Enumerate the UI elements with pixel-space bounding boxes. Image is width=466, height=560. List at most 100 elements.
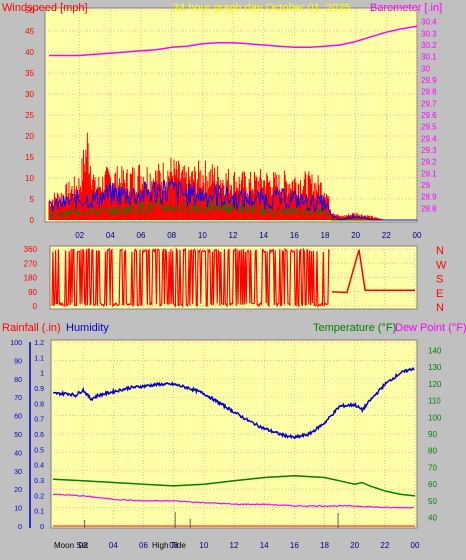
wind-y-tick-label: 35 bbox=[25, 69, 34, 78]
barometer-y-tick-label: 29 bbox=[421, 181, 430, 190]
humidity-grid bbox=[51, 340, 417, 528]
temperature-axis-title: Temperature (°F) bbox=[313, 322, 396, 334]
rain-y-tick-label: 0.9 bbox=[34, 386, 44, 393]
wind-x-tick-label: 18 bbox=[321, 231, 330, 240]
temp-y-tick-label: 120 bbox=[428, 380, 442, 389]
wind-x-tick-label: 08 bbox=[167, 231, 176, 240]
barometer-y-tick-label: 29.7 bbox=[421, 99, 437, 108]
temp-y-tick-label: 100 bbox=[428, 413, 442, 422]
compass-label: N bbox=[436, 245, 444, 257]
humidity-y-tick-label: 50 bbox=[14, 432, 22, 439]
wind-y-tick-label: 40 bbox=[25, 48, 34, 57]
humidity-x-tick-label: 18 bbox=[320, 541, 329, 550]
rain-y-tick-label: 0.8 bbox=[34, 401, 44, 408]
direction-marks bbox=[51, 246, 415, 309]
wind-x-tick-label: 22 bbox=[382, 231, 391, 240]
high-tide-annotation: High Tide bbox=[152, 541, 186, 550]
temp-y-tick-label: 70 bbox=[428, 463, 437, 472]
humidity-y-tick-label: 100 bbox=[10, 340, 22, 347]
rain-y-tick-label: 0.4 bbox=[34, 463, 44, 470]
humidity-x-tick-label: 14 bbox=[260, 541, 269, 550]
wind-y-tick-label: 45 bbox=[25, 27, 34, 36]
rain-y-tick-label: 0 bbox=[40, 524, 44, 531]
compass-label: S bbox=[436, 274, 443, 286]
wind-y-tick-label: 25 bbox=[25, 111, 34, 120]
humidity-y-tick-label: 80 bbox=[14, 377, 22, 384]
chart-title: 24 hour graph day October 01, 2025 bbox=[173, 2, 350, 14]
barometer-y-tick-label: 30 bbox=[421, 64, 430, 73]
wind-direction-trace bbox=[51, 246, 331, 309]
humidity-y-tick-label: 30 bbox=[14, 469, 22, 476]
barometer-y-tick-label: 29.3 bbox=[421, 146, 437, 155]
barometer-line bbox=[49, 25, 417, 57]
humidity-y-tick-label: 70 bbox=[14, 395, 22, 402]
wind-y-tick-label: 30 bbox=[25, 90, 34, 99]
wind-x-tick-label: 20 bbox=[351, 231, 360, 240]
humidity-x-tick-label: 00 bbox=[411, 541, 420, 550]
rain-y-tick-label: 0.3 bbox=[34, 478, 44, 485]
humidity-y-tick-label: 0 bbox=[18, 524, 22, 531]
axis-labels: 0510152025303540455028.828.92929.129.229… bbox=[10, 6, 447, 550]
rain-y-tick-label: 1.2 bbox=[34, 340, 44, 347]
humidity-x-tick-label: 08 bbox=[169, 541, 178, 550]
wind-x-tick-label: 04 bbox=[106, 231, 115, 240]
direction-y-tick-label: 90 bbox=[28, 288, 37, 297]
temp-y-tick-label: 140 bbox=[428, 346, 442, 355]
humidity-y-tick-label: 40 bbox=[14, 450, 22, 457]
humidity-x-tick-label: 02 bbox=[79, 541, 88, 550]
wind-y-tick-label: 20 bbox=[25, 132, 34, 141]
barometer-axis-title: Barometer [.in] bbox=[370, 2, 442, 14]
dewpoint-line bbox=[52, 493, 414, 509]
barometer-y-tick-label: 29.6 bbox=[421, 111, 437, 120]
barometer-y-tick-label: 29.9 bbox=[421, 76, 437, 85]
barometer-y-tick-label: 28.8 bbox=[421, 204, 437, 213]
wind-average-line bbox=[48, 200, 417, 221]
compass-label: W bbox=[436, 259, 447, 271]
temp-y-tick-label: 50 bbox=[428, 497, 437, 506]
wind-x-tick-label: 06 bbox=[137, 231, 146, 240]
barometer-y-tick-label: 30.4 bbox=[421, 18, 437, 27]
wind-x-tick-label: 16 bbox=[290, 231, 299, 240]
rain-y-tick-label: 0.6 bbox=[34, 432, 44, 439]
barometer-y-tick-label: 29.4 bbox=[421, 134, 437, 143]
barometer-y-tick-label: 30.2 bbox=[421, 41, 437, 50]
humidity-x-tick-label: 12 bbox=[230, 541, 239, 550]
barometer-y-tick-label: 29.2 bbox=[421, 158, 437, 167]
wind-x-tick-label: 12 bbox=[229, 231, 238, 240]
rain-y-tick-label: 1 bbox=[40, 371, 44, 378]
temperature-line bbox=[52, 475, 416, 497]
wind-axis-title: Windspeed [mph] bbox=[2, 2, 88, 14]
humidity-y-tick-label: 60 bbox=[14, 414, 22, 421]
temp-y-tick-label: 90 bbox=[428, 430, 437, 439]
rain-y-tick-label: 0.2 bbox=[34, 493, 44, 500]
humidity-x-tick-label: 06 bbox=[139, 541, 148, 550]
moon-set-annotation: Moon Set bbox=[54, 541, 89, 550]
wind-y-tick-label: 10 bbox=[25, 174, 34, 183]
direction-y-tick-label: 360 bbox=[24, 245, 38, 254]
barometer-y-tick-label: 30.1 bbox=[421, 53, 437, 62]
rain-y-tick-label: 0.7 bbox=[34, 417, 44, 424]
compass-label: E bbox=[436, 288, 443, 300]
wind-direction-tail bbox=[331, 249, 415, 294]
wind-x-tick-label: 02 bbox=[75, 231, 84, 240]
wind-x-tick-label: 00 bbox=[413, 231, 422, 240]
humidity-y-tick-label: 90 bbox=[14, 358, 22, 365]
rainfall-axis-title: Rainfall (.in) bbox=[2, 322, 61, 334]
humidity-y-tick-label: 10 bbox=[14, 506, 22, 513]
direction-y-tick-label: 180 bbox=[24, 274, 38, 283]
humidity-x-tick-label: 22 bbox=[380, 541, 389, 550]
wind-y-tick-label: 15 bbox=[25, 153, 34, 162]
compass-label: N bbox=[436, 302, 444, 314]
temp-y-tick-label: 130 bbox=[428, 363, 442, 372]
rain-y-tick-label: 1.1 bbox=[34, 355, 44, 362]
wind-marks bbox=[48, 25, 417, 221]
humidity-x-tick-label: 20 bbox=[350, 541, 359, 550]
humidity-axis-title: Humidity bbox=[66, 322, 109, 334]
humidity-y-tick-label: 20 bbox=[14, 487, 22, 494]
direction-y-tick-label: 270 bbox=[24, 259, 38, 268]
wind-y-tick-label: 50 bbox=[25, 6, 34, 15]
barometer-y-tick-label: 28.9 bbox=[421, 193, 437, 202]
direction-y-tick-label: 0 bbox=[33, 302, 38, 311]
